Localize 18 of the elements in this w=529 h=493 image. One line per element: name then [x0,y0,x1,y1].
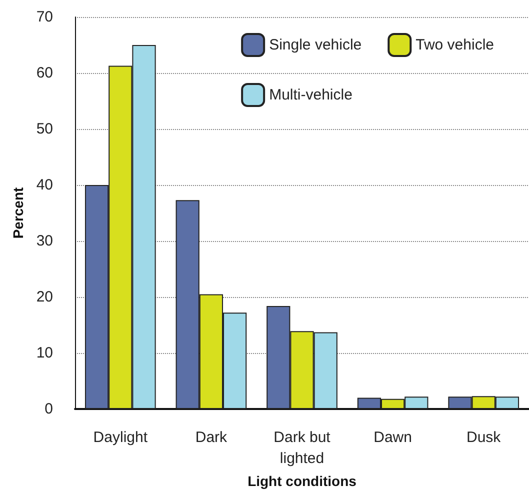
x-tick-label: Dawn [374,429,412,446]
y-tick-label: 60 [36,64,53,82]
y-tick-label: 50 [36,120,53,138]
legend-label: Single vehicle [269,36,362,54]
x-tick-label: Dark but lighted [274,429,332,467]
y-tick-label: 70 [36,8,53,26]
y-tick-label: 20 [36,288,53,306]
x-tick-label: Dusk [466,429,502,446]
x-tick-label: Dark [195,429,228,446]
y-tick-label: 40 [36,176,53,194]
y-tick-label: 30 [36,232,53,250]
y-axis-title: Percent [10,186,26,239]
x-tick-label: Daylight [93,429,148,446]
legend-label: Multi-vehicle [269,86,352,104]
x-axis-title: Light conditions [248,472,357,489]
y-tick-label: 0 [44,400,53,418]
y-tick-label: 10 [36,344,53,362]
legend-label: Two vehicle [416,36,494,54]
